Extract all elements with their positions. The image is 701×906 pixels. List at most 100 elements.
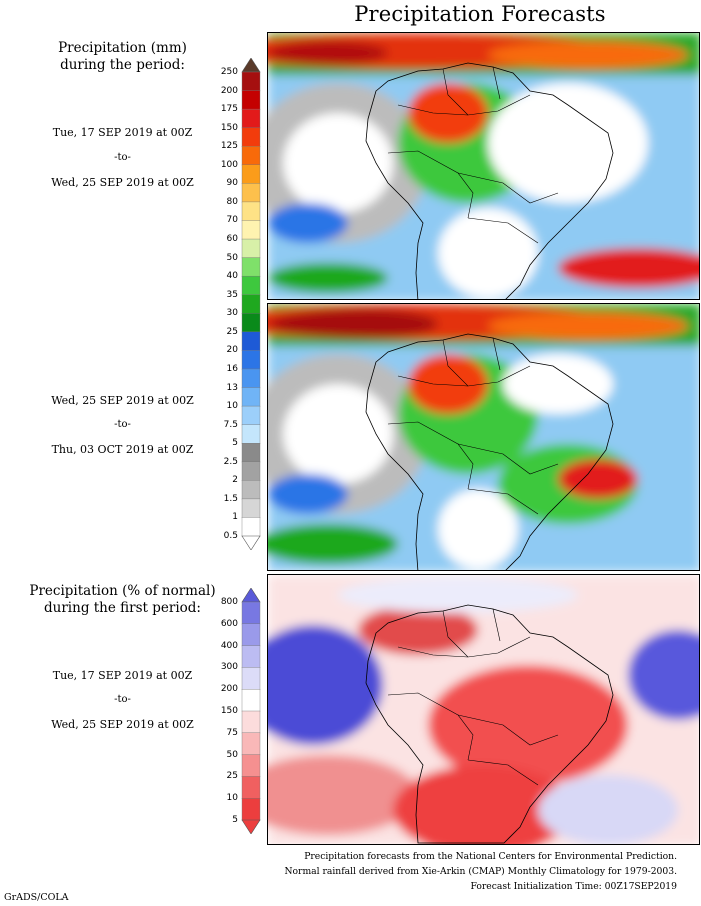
precip-tick-label: 20 bbox=[226, 345, 238, 356]
precip-swatch bbox=[241, 313, 261, 333]
pct-tick-label: 600 bbox=[220, 618, 238, 629]
precip-arrow-bottom bbox=[241, 535, 261, 550]
precip-tick-label: 7.5 bbox=[223, 419, 238, 430]
footer-line1: Precipitation forecasts from the Nationa… bbox=[304, 851, 677, 862]
pct-swatch bbox=[241, 732, 261, 756]
pct-tick-label: 800 bbox=[220, 597, 238, 607]
panel3-header: Precipitation (% of normal) during the f… bbox=[10, 583, 235, 617]
precip-swatch bbox=[241, 331, 261, 351]
precip-swatch bbox=[241, 146, 261, 166]
pct-arrow-bottom bbox=[241, 819, 261, 834]
pct-tick-label: 10 bbox=[226, 793, 238, 804]
pct-swatch bbox=[241, 667, 261, 690]
precip-tick-label: 80 bbox=[226, 196, 238, 207]
pct-tick-label: 5 bbox=[232, 815, 238, 825]
precip-tick-label: 50 bbox=[226, 252, 238, 263]
precip-colorbar: 250 200 175 150 125 100 90 80 70 60 50 40 35 30 25 20 16… bbox=[212, 58, 268, 550]
precip-swatch bbox=[241, 71, 261, 92]
precip-swatch bbox=[241, 90, 261, 110]
precip-tick-label: 25 bbox=[226, 326, 238, 337]
precip-swatch bbox=[241, 183, 261, 203]
precip-arrow-top bbox=[241, 58, 261, 73]
pct-swatch bbox=[241, 754, 261, 778]
precip-tick-label: 250 bbox=[220, 67, 238, 77]
panel2-to: -to- bbox=[114, 419, 131, 430]
pct-swatch bbox=[241, 776, 261, 799]
grads-credit: GrADS/COLA bbox=[4, 892, 69, 903]
pct-tick-label: 150 bbox=[220, 706, 238, 716]
precip-tick-label: 2 bbox=[232, 475, 238, 486]
panel3-end-date: Wed, 25 SEP 2019 at 00Z bbox=[51, 718, 194, 731]
precip-tick-label: 90 bbox=[226, 178, 238, 189]
panel2-start-date: Wed, 25 SEP 2019 at 00Z bbox=[51, 394, 194, 407]
precip-swatch bbox=[241, 164, 261, 184]
precip-tick-label: 1.5 bbox=[223, 493, 238, 504]
precip-swatch bbox=[241, 368, 261, 389]
precip-swatch bbox=[241, 405, 261, 426]
pct-swatch bbox=[241, 688, 261, 712]
precip-tick-label: 10 bbox=[226, 401, 238, 412]
precip-swatch bbox=[241, 498, 261, 519]
page-title: Precipitation Forecasts bbox=[354, 2, 606, 26]
precip-swatch bbox=[241, 424, 261, 444]
precip-swatch bbox=[241, 294, 261, 314]
precip-swatch bbox=[241, 480, 261, 500]
panel3-to: -to- bbox=[114, 694, 131, 705]
precip-tick-label: 1 bbox=[232, 512, 238, 523]
pct-tick-label: 75 bbox=[226, 727, 238, 738]
precip-tick-label: 100 bbox=[220, 159, 238, 170]
precip-swatch bbox=[241, 220, 261, 240]
precip-tick-label: 200 bbox=[220, 85, 238, 96]
precip-swatch bbox=[241, 461, 261, 481]
precip-tick-label: 13 bbox=[226, 382, 238, 393]
percent-colorbar: 800 600 400 300 200 150 75 50 25 10 5 bbox=[212, 588, 268, 834]
pct-swatch bbox=[241, 623, 261, 647]
pct-tick-label: 400 bbox=[220, 640, 238, 651]
precip-swatch bbox=[241, 201, 261, 222]
precip-tick-label: 2.5 bbox=[223, 456, 238, 467]
footer-notes: Precipitation forecasts from the Nationa… bbox=[257, 849, 677, 894]
precip-tick-label: 0.5 bbox=[223, 531, 238, 541]
pct-swatch bbox=[241, 601, 261, 625]
precip-tick-label: 16 bbox=[226, 363, 238, 374]
pct-tick-label: 25 bbox=[226, 771, 238, 782]
panel1-to: -to- bbox=[114, 152, 131, 163]
precip-tick-label: 60 bbox=[226, 234, 238, 245]
pct-tick-label: 200 bbox=[220, 684, 238, 695]
precip-swatch bbox=[241, 443, 261, 463]
precip-swatch bbox=[241, 275, 261, 296]
panel1-header: Precipitation (mm) during the period: bbox=[10, 40, 235, 74]
precip-tick-label: 5 bbox=[232, 438, 238, 449]
precip-map-week2 bbox=[267, 303, 700, 571]
panel2-end-date: Thu, 03 OCT 2019 at 00Z bbox=[51, 443, 194, 456]
precip-tick-label: 40 bbox=[226, 271, 238, 282]
panel3-start-date: Tue, 17 SEP 2019 at 00Z bbox=[52, 669, 193, 682]
precip-tick-label: 125 bbox=[220, 141, 238, 152]
panel3-header-line2: during the first period: bbox=[44, 600, 201, 616]
panel1-end-date: Wed, 25 SEP 2019 at 00Z bbox=[51, 176, 194, 189]
precip-tick-label: 70 bbox=[226, 215, 238, 226]
footer-line2: Normal rainfall derived from Xie-Arkin (… bbox=[284, 866, 677, 877]
panel1-start-date: Tue, 17 SEP 2019 at 00Z bbox=[52, 126, 193, 139]
pct-arrow-top bbox=[241, 588, 261, 603]
pct-swatch bbox=[241, 645, 261, 668]
pct-swatch bbox=[241, 710, 261, 734]
precip-swatch bbox=[241, 127, 261, 147]
precip-swatch bbox=[241, 387, 261, 407]
pct-swatch bbox=[241, 797, 261, 821]
footer-line3: Forecast Initialization Time: 00Z17SEP20… bbox=[470, 881, 677, 892]
panel3-header-line1: Precipitation (% of normal) bbox=[29, 583, 216, 599]
pct-tick-label: 50 bbox=[226, 749, 238, 760]
precip-swatch bbox=[241, 108, 261, 129]
precip-swatch bbox=[241, 350, 261, 370]
precip-swatch bbox=[241, 517, 261, 537]
precip-tick-label: 150 bbox=[220, 122, 238, 133]
pct-tick-label: 300 bbox=[220, 662, 238, 673]
percent-normal-map bbox=[267, 574, 700, 845]
precip-tick-label: 35 bbox=[226, 289, 238, 300]
precip-tick-label: 175 bbox=[220, 104, 238, 115]
precip-swatch bbox=[241, 238, 261, 259]
precip-map-week1 bbox=[267, 32, 700, 300]
panel1-header-line1: Precipitation (mm) bbox=[58, 40, 187, 56]
precip-tick-label: 30 bbox=[226, 308, 238, 319]
